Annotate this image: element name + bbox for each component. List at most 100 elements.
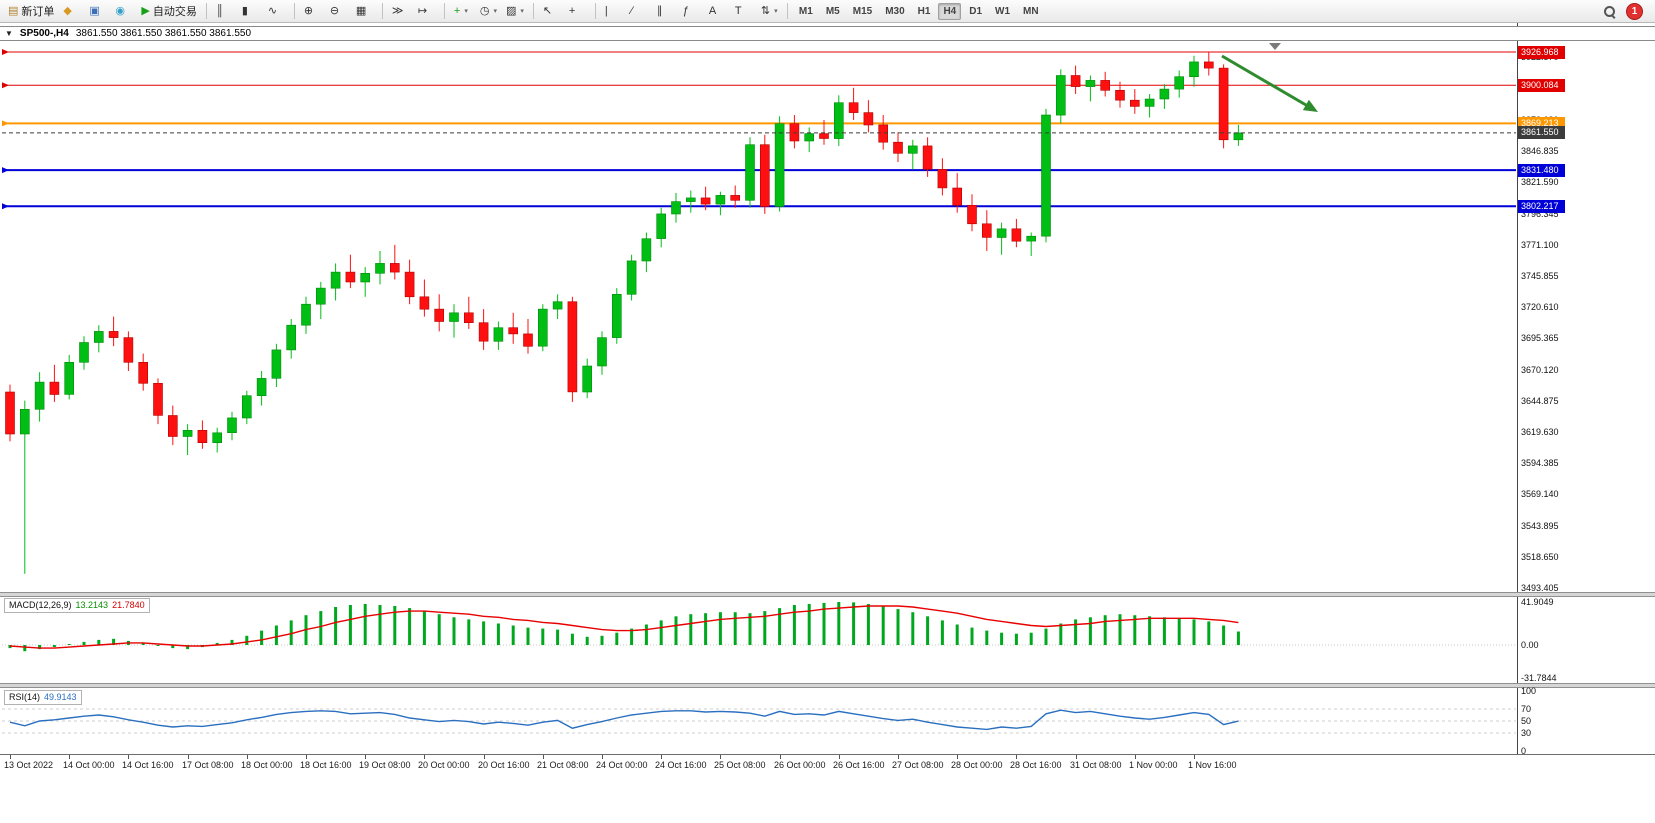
chart-symbol-period: SP500-,H4 [19, 28, 69, 39]
timeframe-m15[interactable]: M15 [852, 5, 873, 17]
chevron-down-icon: ▾ [520, 8, 524, 15]
timeframe-h1[interactable]: H1 [917, 5, 931, 17]
horizontal-line-objects[interactable] [2, 49, 1516, 210]
text-icon-glyph: A [708, 4, 717, 17]
new-order-button-label: 新订单 [21, 6, 55, 18]
candle [1218, 64, 1229, 149]
chart-shift-marker-icon[interactable] [1269, 43, 1281, 50]
toolbar-separator [594, 3, 596, 19]
community-icon[interactable]: ◉ [111, 1, 136, 22]
arrow-annotation[interactable] [1221, 54, 1318, 112]
periods-icon: ◷ [479, 4, 490, 17]
charts-profile-icon[interactable]: ◆ [59, 1, 84, 22]
timeframe-w1[interactable]: W1 [995, 5, 1011, 17]
bar-chart-icon[interactable]: ║ [212, 1, 237, 22]
chart-title-bar: ▼ SP500-,H4 3861.550 3861.550 3861.550 3… [0, 26, 1655, 41]
candle [656, 207, 667, 248]
candlestick-chart-icon[interactable]: ▮ [238, 1, 263, 22]
candle [878, 115, 889, 150]
tile-windows-icon[interactable]: ▦ [352, 1, 377, 22]
trendline-icon[interactable]: ∕ [627, 1, 652, 22]
candle [1026, 232, 1036, 256]
indicators-button[interactable]: + ▾ [450, 1, 475, 22]
autotrading-button[interactable]: ▶ 自动交易 [137, 1, 200, 22]
candle [671, 192, 681, 223]
text-icon[interactable]: A [705, 1, 730, 22]
candles-series [5, 52, 1244, 574]
toolbar-buttons: ▤ 新订单 ◆ ▣ ◉ ▶ 自动交易 ║ ▮ ∿ ⊕ ⊖ ▦ ≫ ↦ + ▾ ◷ ▾ ▨ ▾ ↖ + | ∕ ∥ ƒ A T ⇅ ▾ M1 M5… [4, 1, 1045, 22]
chart-ohlc-values: 3861.550 3861.550 3861.550 3861.550 [75, 28, 252, 39]
equidistant-channel-icon[interactable]: ∥ [653, 1, 678, 22]
candle [537, 304, 548, 352]
timeframe-m30[interactable]: M30 [885, 5, 905, 17]
candle [197, 420, 208, 449]
candle [715, 191, 726, 216]
search-icon[interactable] [1602, 4, 1617, 19]
templates-icon: ▨ [506, 4, 517, 17]
equidistant-channel-icon-glyph: ∥ [656, 4, 663, 17]
rsi-indicator-label: RSI(14) 49.9143 [4, 690, 82, 705]
candle [138, 353, 148, 391]
candle [685, 190, 696, 213]
candle [256, 371, 267, 406]
cursor-icon[interactable]: ↖ [539, 1, 564, 22]
line-chart-icon-glyph: ∿ [267, 4, 278, 17]
text-label-icon[interactable]: T [731, 1, 756, 22]
line-chart-icon[interactable]: ∿ [264, 1, 289, 22]
market-watch-icon[interactable]: ▣ [85, 1, 110, 22]
candle [774, 116, 785, 212]
toolbar-separator [293, 3, 295, 19]
auto-scroll-icon[interactable]: ≫ [388, 1, 413, 22]
vertical-line-icon[interactable]: | [601, 1, 626, 22]
candle [1174, 70, 1184, 98]
candle [227, 411, 237, 441]
candle [597, 331, 607, 375]
toolbar-separator [205, 3, 207, 19]
candle [49, 364, 60, 402]
candle [523, 319, 533, 354]
zoom-out-icon-glyph: ⊖ [329, 4, 340, 17]
candle [79, 336, 89, 370]
timeframe-m1[interactable]: M1 [798, 5, 813, 17]
panel-separator-rsi[interactable] [0, 683, 1655, 688]
timeframe-d1[interactable]: D1 [969, 5, 983, 17]
charts-profile-icon-glyph: ◆ [63, 4, 72, 17]
candle [937, 158, 948, 196]
notification-badge[interactable]: 1 [1626, 2, 1643, 20]
templates-button[interactable]: ▨ ▾ [502, 1, 528, 22]
candle [212, 427, 222, 453]
candle [626, 254, 637, 301]
arrows-icon[interactable]: ⇅ ▾ [757, 1, 782, 22]
one-click-trading-expander-icon[interactable]: ▼ [5, 29, 13, 38]
candle [552, 294, 563, 319]
crosshair-icon[interactable]: + [565, 1, 590, 22]
timeframe-h4[interactable]: H4 [938, 2, 962, 20]
chevron-down-icon: ▾ [493, 8, 497, 15]
candle [508, 312, 519, 344]
candle [271, 343, 282, 387]
new-order-button[interactable]: ▤ 新订单 [4, 1, 58, 22]
macd-name: MACD(12,26,9) [9, 600, 72, 610]
chevron-down-icon: ▾ [774, 8, 778, 15]
time-axis-separator [0, 754, 1655, 755]
candle [1011, 218, 1022, 248]
fibonacci-icon[interactable]: ƒ [679, 1, 704, 22]
rsi-panel [2, 708, 1516, 734]
rsi-line [9, 709, 1239, 731]
toolbar-separator [786, 3, 788, 19]
panel-separator-macd[interactable] [0, 592, 1655, 597]
zoom-in-icon[interactable]: ⊕ [300, 1, 325, 22]
rsi-name: RSI(14) [9, 692, 41, 702]
timeframe-mn[interactable]: MN [1023, 5, 1039, 17]
price-axis-background[interactable] [1517, 23, 1655, 754]
tile-windows-icon-glyph: ▦ [355, 4, 367, 17]
indicators-icon: + [453, 4, 461, 17]
candle [700, 186, 711, 211]
candle [64, 354, 74, 400]
zoom-out-icon[interactable]: ⊖ [326, 1, 351, 22]
periods-button[interactable]: ◷ ▾ [476, 1, 501, 22]
timeframe-m5[interactable]: M5 [825, 5, 840, 17]
candle [981, 210, 992, 251]
chart-shift-icon[interactable]: ↦ [414, 1, 439, 22]
